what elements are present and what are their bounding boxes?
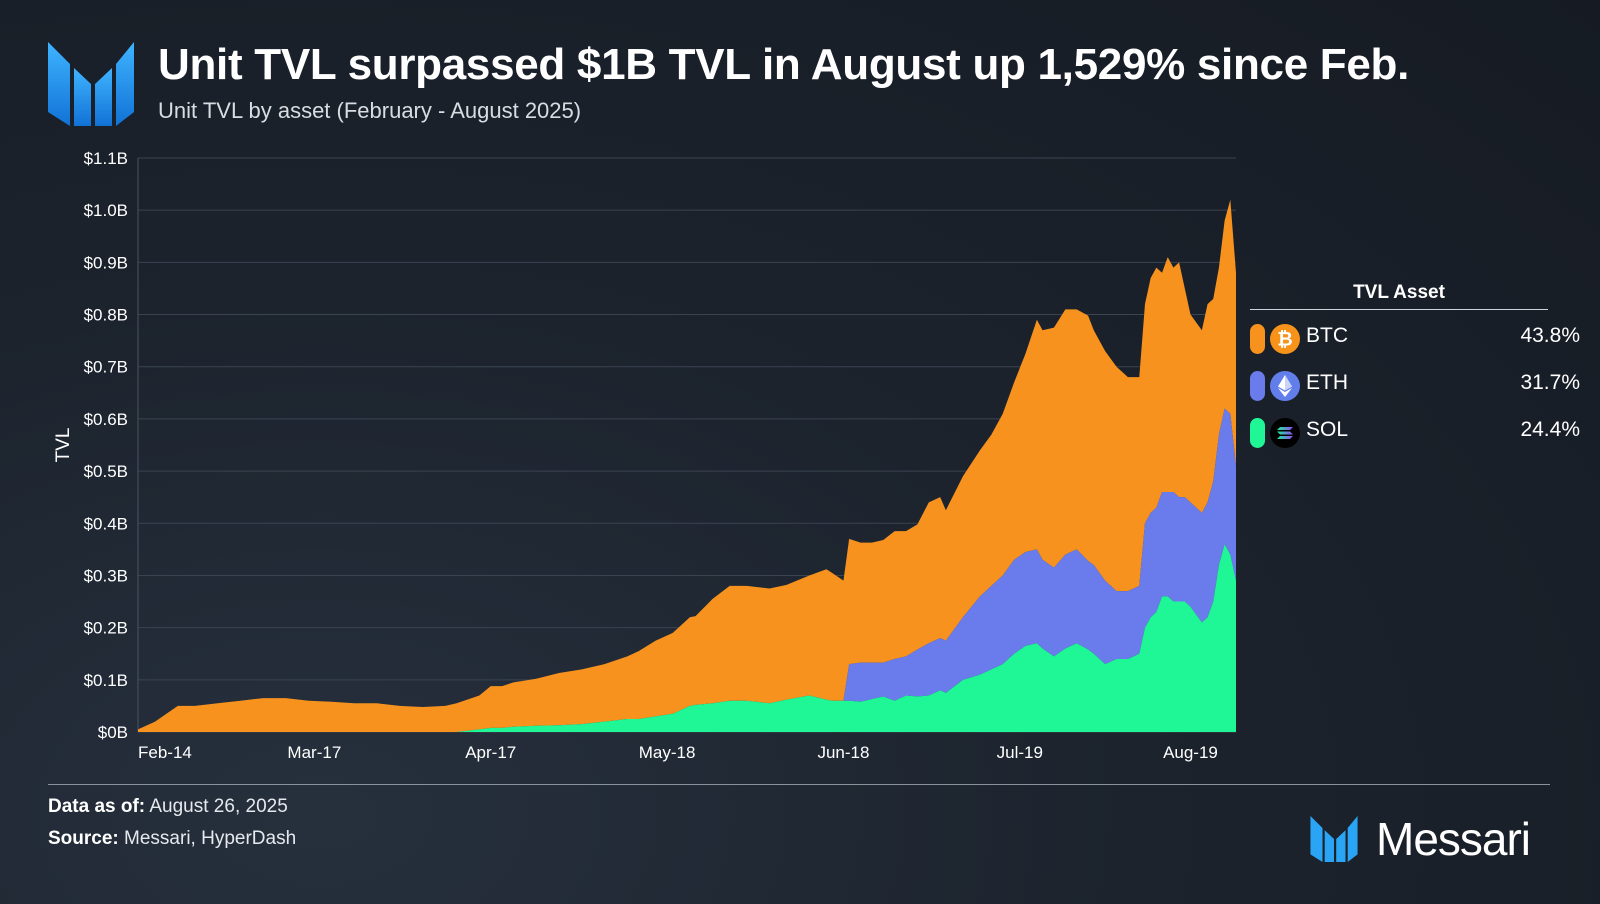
- y-tick-label: $1.1B: [84, 149, 128, 168]
- source-line: Source: Messari, HyperDash: [48, 828, 296, 850]
- data-as-of: Data as of: August 26, 2025: [48, 796, 288, 818]
- ethereum-icon: [1270, 371, 1300, 401]
- solana-icon: [1270, 418, 1300, 448]
- tvl-area-chart: $0B $0.1B $0.2B $0.3B $0.4B $0.5B $0.6B $0.7B $0…: [53, 149, 1236, 762]
- y-tick-label: $0.7B: [84, 358, 128, 377]
- chart-subtitle: Unit TVL by asset (February - August 202…: [158, 98, 582, 123]
- sol-area: [138, 544, 1236, 732]
- y-tick-label: $0.3B: [84, 566, 128, 585]
- y-tick-label: $0.2B: [84, 619, 128, 638]
- legend-pct-eth: 31.7%: [1520, 371, 1580, 394]
- legend-swatch-eth: [1250, 371, 1265, 401]
- legend-item-sol: SOL 24.4%: [1250, 416, 1580, 450]
- legend-item-btc: ₿ BTC 43.8%: [1250, 322, 1580, 356]
- legend-label-btc: BTC: [1306, 324, 1348, 347]
- source-label: Source:: [48, 828, 119, 849]
- data-as-of-value: August 26, 2025: [149, 796, 288, 817]
- y-tick-label: $0.4B: [84, 514, 128, 533]
- brand-name: Messari: [1376, 813, 1531, 865]
- legend-item-eth: ETH 31.7%: [1250, 369, 1580, 403]
- y-tick-label: $0.1B: [84, 671, 128, 690]
- x-tick-label: Mar-17: [287, 743, 341, 762]
- legend-pct-sol: 24.4%: [1520, 418, 1580, 441]
- legend-pct-btc: 43.8%: [1520, 324, 1580, 347]
- x-tick-label: Apr-17: [465, 743, 516, 762]
- y-tick-label: $1.0B: [84, 201, 128, 220]
- messari-logo-icon: [48, 42, 134, 126]
- x-tick-label: Feb-14: [138, 743, 192, 762]
- y-axis-label: TVL: [53, 428, 74, 463]
- y-tick-label: $0B: [98, 723, 128, 742]
- messari-brand: Messari: [1310, 812, 1550, 868]
- legend-swatch-btc: [1250, 324, 1265, 354]
- legend-divider: [1250, 309, 1548, 310]
- bitcoin-icon: ₿: [1270, 324, 1300, 354]
- footer-divider: [48, 784, 1550, 785]
- messari-mark-icon: [1310, 816, 1358, 862]
- data-as-of-label: Data as of:: [48, 796, 146, 817]
- y-tick-label: $0.5B: [84, 462, 128, 481]
- legend-label-eth: ETH: [1306, 371, 1348, 394]
- chart-title: Unit TVL surpassed $1B TVL in August up …: [158, 40, 1410, 89]
- svg-text:₿: ₿: [1277, 329, 1292, 351]
- legend-title: TVL Asset: [1353, 282, 1445, 303]
- x-tick-label: May-18: [639, 743, 696, 762]
- legend-swatch-sol: [1250, 418, 1265, 448]
- y-tick-label: $0.8B: [84, 306, 128, 325]
- x-tick-label: Jun-18: [817, 743, 869, 762]
- btc-area: [138, 199, 1236, 732]
- y-tick-label: $0.9B: [84, 253, 128, 272]
- eth-area: [138, 408, 1236, 732]
- x-tick-label: Aug-19: [1163, 743, 1218, 762]
- x-tick-label: Jul-19: [997, 743, 1043, 762]
- y-tick-label: $0.6B: [84, 410, 128, 429]
- legend-label-sol: SOL: [1306, 418, 1349, 441]
- source-value: Messari, HyperDash: [124, 828, 297, 849]
